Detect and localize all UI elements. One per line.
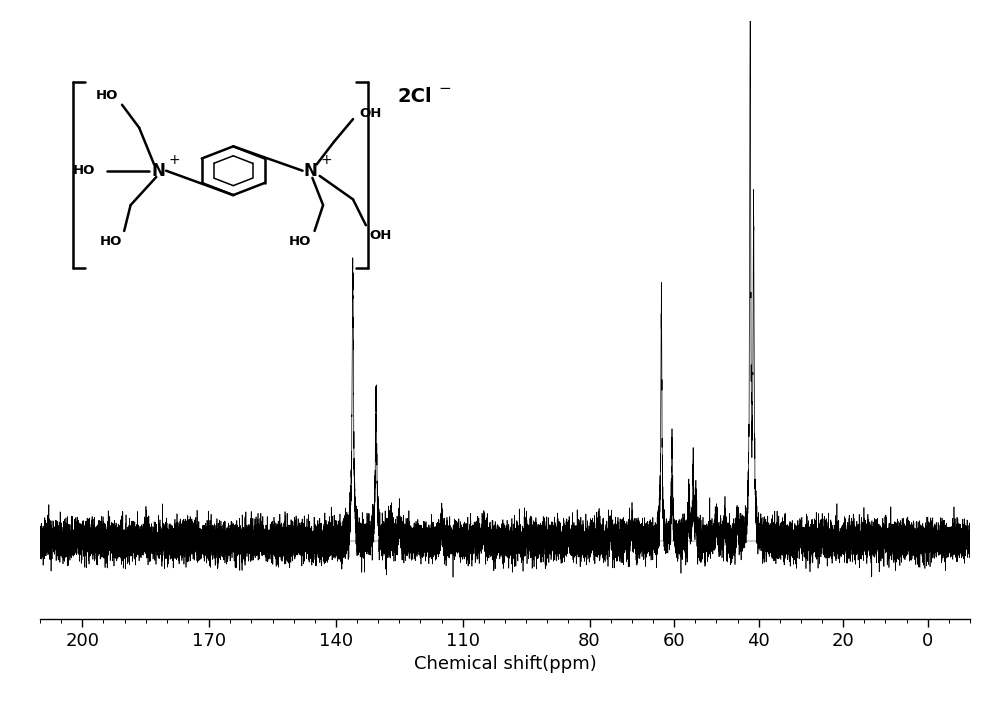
X-axis label: Chemical shift(ppm): Chemical shift(ppm) (414, 655, 596, 673)
